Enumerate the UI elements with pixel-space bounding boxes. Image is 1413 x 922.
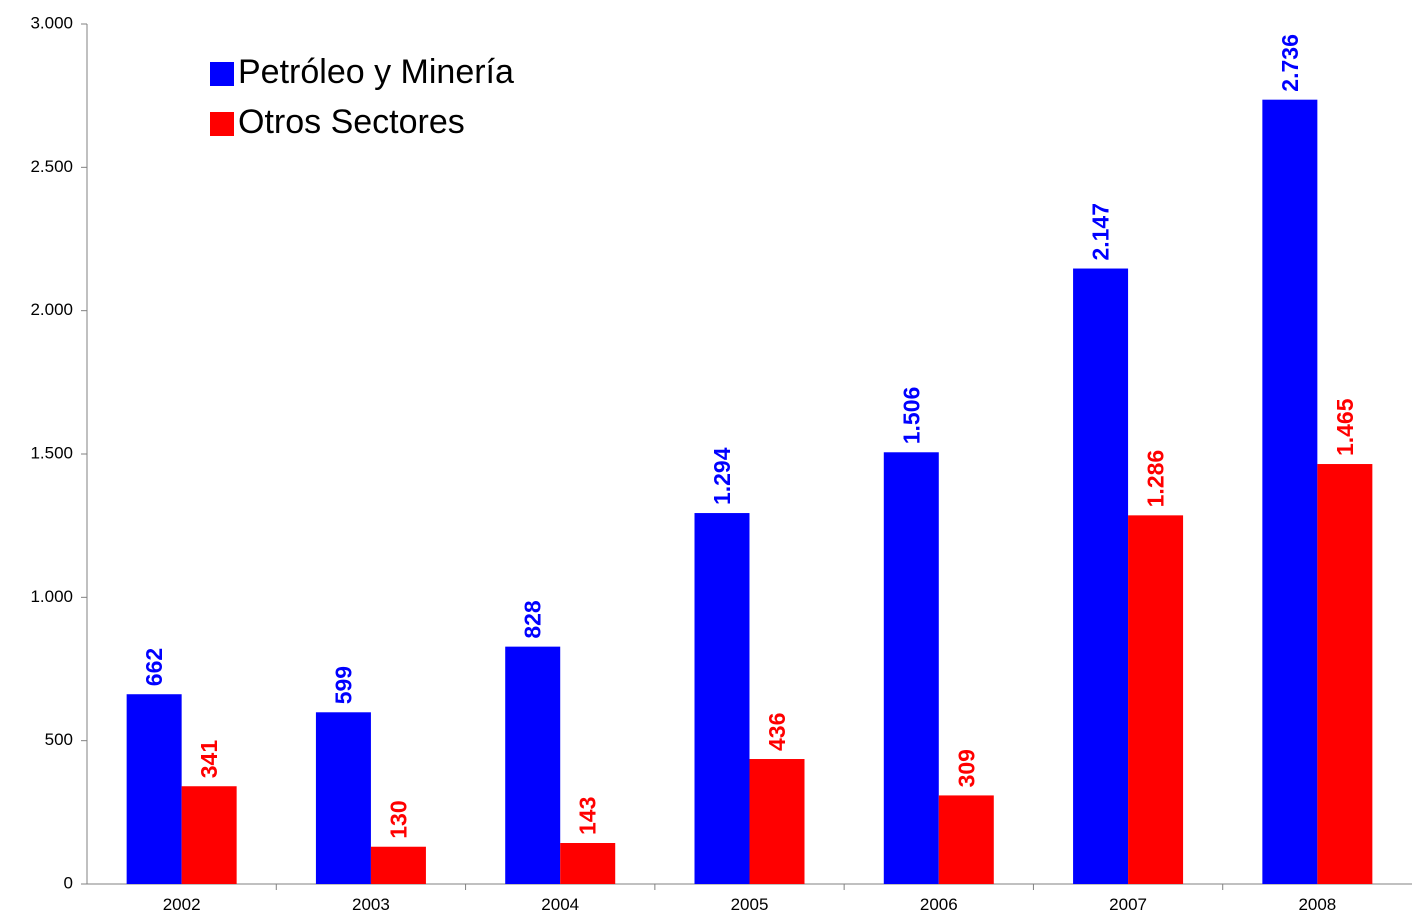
x-tick-label: 2004 xyxy=(541,895,579,914)
bar xyxy=(1317,464,1373,884)
x-tick-label: 2007 xyxy=(1109,895,1147,914)
data-label: 309 xyxy=(953,749,979,787)
x-tick-label: 2006 xyxy=(920,895,958,914)
x-tick-label: 2003 xyxy=(352,895,390,914)
data-label: 599 xyxy=(330,666,356,704)
y-tick-label: 1.500 xyxy=(30,443,73,462)
data-label: 143 xyxy=(575,797,601,835)
bar xyxy=(315,712,371,884)
data-label: 2.736 xyxy=(1277,34,1303,92)
y-tick-label: 500 xyxy=(45,730,73,749)
bar xyxy=(749,759,805,884)
data-label: 662 xyxy=(141,648,167,686)
y-tick-label: 1.000 xyxy=(30,587,73,606)
bar xyxy=(181,786,237,884)
y-tick-label: 2.000 xyxy=(30,300,73,319)
bar xyxy=(694,513,750,884)
bar xyxy=(1073,268,1129,884)
y-tick-label: 3.000 xyxy=(30,13,73,32)
x-tick-label: 2002 xyxy=(163,895,201,914)
x-tick-label: 2008 xyxy=(1298,895,1336,914)
legend-label: Otros Sectores xyxy=(238,103,465,141)
y-tick-label: 2.500 xyxy=(30,157,73,176)
data-label: 1.465 xyxy=(1332,398,1358,456)
bar xyxy=(1128,515,1184,884)
bar xyxy=(938,795,994,884)
data-label: 1.286 xyxy=(1143,450,1169,508)
bar xyxy=(560,843,616,884)
bar xyxy=(505,646,561,884)
y-tick-label: 0 xyxy=(64,873,73,892)
data-label: 436 xyxy=(764,713,790,751)
legend-label: Petróleo y Minería xyxy=(238,53,514,91)
data-label: 1.506 xyxy=(898,387,924,445)
bar xyxy=(883,452,939,884)
bar xyxy=(370,846,426,884)
data-label: 2.147 xyxy=(1088,203,1114,261)
data-label: 341 xyxy=(196,740,222,779)
data-label: 130 xyxy=(385,800,411,838)
bar xyxy=(1262,99,1318,885)
x-tick-label: 2005 xyxy=(731,895,769,914)
legend-swatch xyxy=(210,62,234,86)
data-label: 1.294 xyxy=(709,447,735,505)
data-label: 828 xyxy=(520,600,546,639)
legend-swatch xyxy=(210,112,234,136)
bar xyxy=(126,694,182,884)
